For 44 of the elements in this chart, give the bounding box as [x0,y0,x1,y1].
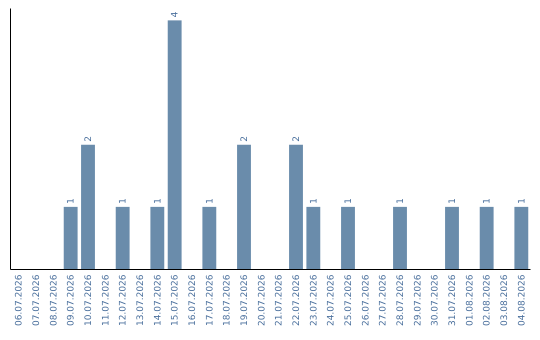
x-tick-label: 24.07.2026 [326,274,337,326]
x-tick-label: 25.07.2026 [344,274,354,326]
data-label: 2 [240,136,250,142]
x-tick-label: 23.07.2026 [309,274,320,326]
x-tick-label: 13.07.2026 [136,274,146,326]
x-tick-label: 15.07.2026 [170,274,181,326]
x-tick-label: 20.07.2026 [257,274,268,326]
data-label: 1 [153,198,164,204]
x-tick-label: 02.08.2026 [482,274,493,326]
x-tick-label: 26.07.2026 [361,274,372,326]
x-tick-label: 31.07.2026 [448,274,458,326]
data-label: 2 [292,136,302,142]
x-tick-label: 27.07.2026 [378,274,389,326]
x-tick-label: 16.07.2026 [188,274,198,326]
x-tick-label: 22.07.2026 [292,274,302,326]
x-tick-label: 08.07.2026 [49,274,60,326]
data-label: 1 [205,198,216,204]
data-label: 1 [66,198,77,204]
data-label: 1 [396,198,406,204]
x-tick-label: 10.07.2026 [84,274,94,326]
x-tick-label: 12.07.2026 [118,274,129,326]
x-tick-label: 19.07.2026 [240,274,250,326]
data-label: 1 [448,198,458,204]
x-tick-label: 04.08.2026 [517,274,528,326]
data-label: 1 [517,198,528,204]
data-label: 1 [309,198,320,204]
x-tick-label: 18.07.2026 [222,274,233,326]
x-tick-label: 28.07.2026 [396,274,406,326]
data-label: 1 [344,198,354,204]
x-tick-label: 11.07.2026 [101,274,112,326]
x-tick-label: 07.07.2026 [32,274,42,326]
data-label: 2 [84,136,94,142]
data-label: 1 [118,198,129,204]
x-tick-label: 01.08.2026 [465,274,476,326]
x-tick-label: 14.07.2026 [153,274,164,326]
x-tick-label: 03.08.2026 [500,274,510,326]
x-tick-label: 21.07.2026 [274,274,285,326]
data-label: 4 [170,11,181,18]
x-tick-label: 17.07.2026 [205,274,216,326]
data-label: 1 [482,198,493,204]
x-tick-label: 29.07.2026 [413,274,424,326]
x-tick-label: 06.07.2026 [14,274,25,326]
x-tick-label: 09.07.2026 [66,274,77,326]
x-tick-label: 30.07.2026 [430,274,441,326]
